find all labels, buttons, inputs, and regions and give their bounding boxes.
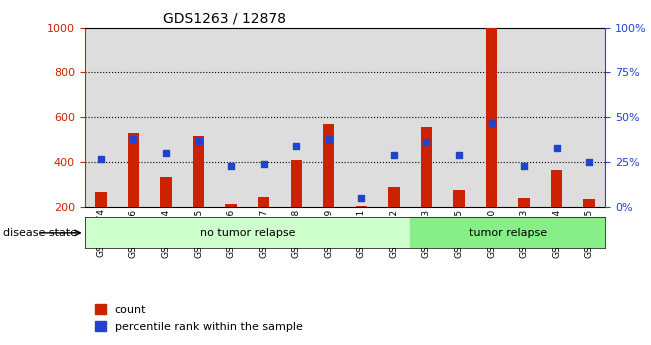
Bar bbox=[290, 160, 302, 252]
Bar bbox=[486, 28, 497, 252]
Bar bbox=[312, 28, 345, 207]
Bar bbox=[518, 198, 530, 252]
Point bbox=[258, 161, 269, 167]
Bar bbox=[160, 177, 172, 252]
Bar bbox=[247, 28, 280, 207]
Point bbox=[454, 152, 464, 158]
Point bbox=[421, 140, 432, 145]
Bar bbox=[475, 28, 508, 207]
Point bbox=[519, 163, 529, 168]
Bar bbox=[388, 187, 400, 252]
Bar bbox=[128, 133, 139, 252]
Bar bbox=[323, 124, 335, 252]
Bar bbox=[540, 28, 573, 207]
Point bbox=[486, 120, 497, 126]
Bar bbox=[280, 28, 312, 207]
Bar bbox=[508, 28, 540, 207]
Text: disease state: disease state bbox=[3, 228, 77, 238]
Bar bbox=[193, 136, 204, 252]
Bar bbox=[583, 199, 595, 252]
Bar bbox=[225, 204, 237, 252]
Bar bbox=[85, 28, 117, 207]
Point bbox=[96, 156, 106, 161]
Bar bbox=[443, 28, 475, 207]
Bar bbox=[85, 217, 410, 248]
Point bbox=[389, 152, 399, 158]
Bar bbox=[410, 217, 605, 248]
Point bbox=[356, 195, 367, 201]
Bar bbox=[410, 28, 443, 207]
Bar bbox=[182, 28, 215, 207]
Point bbox=[551, 145, 562, 150]
Bar bbox=[95, 193, 107, 252]
Point bbox=[161, 150, 171, 156]
Legend: count, percentile rank within the sample: count, percentile rank within the sample bbox=[90, 300, 307, 336]
Bar bbox=[258, 197, 270, 252]
Point bbox=[291, 143, 301, 149]
Bar bbox=[117, 28, 150, 207]
Text: GDS1263 / 12878: GDS1263 / 12878 bbox=[163, 11, 286, 25]
Bar bbox=[551, 170, 562, 252]
Bar bbox=[345, 28, 378, 207]
Point bbox=[226, 163, 236, 168]
Bar bbox=[453, 190, 465, 252]
Text: tumor relapse: tumor relapse bbox=[469, 228, 547, 238]
Point bbox=[193, 138, 204, 144]
Bar bbox=[378, 28, 410, 207]
Bar bbox=[355, 206, 367, 252]
Bar bbox=[215, 28, 247, 207]
Bar bbox=[150, 28, 182, 207]
Point bbox=[128, 136, 139, 141]
Point bbox=[324, 136, 334, 141]
Bar bbox=[421, 127, 432, 252]
Text: no tumor relapse: no tumor relapse bbox=[200, 228, 295, 238]
Bar bbox=[573, 28, 605, 207]
Point bbox=[584, 159, 594, 165]
